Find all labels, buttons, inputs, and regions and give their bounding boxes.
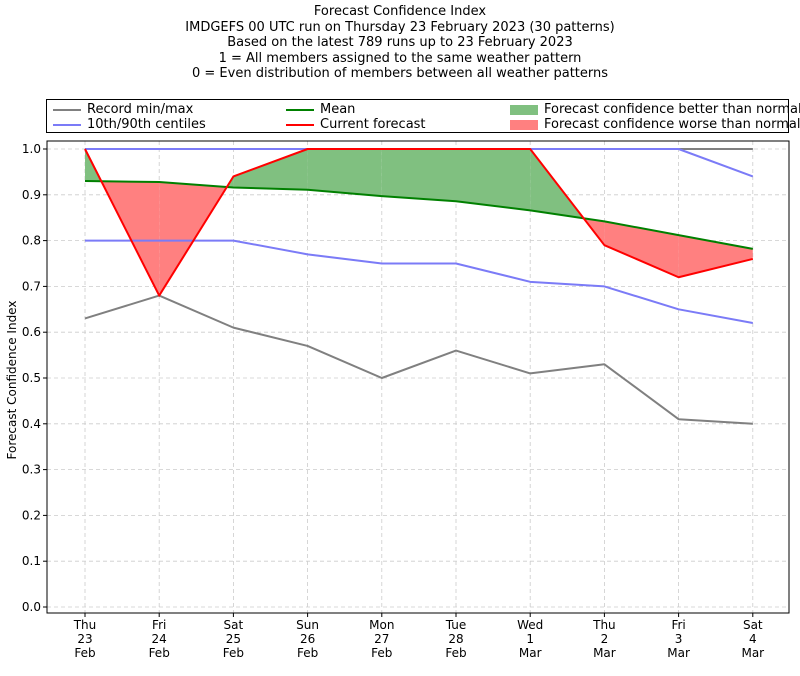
chart-legend: Record min/max 10th/90th centiles Mean C… (46, 99, 800, 133)
x-tick-label: Thu (73, 618, 97, 632)
x-tick-label: Mon (369, 618, 394, 632)
y-tick-label: 0.8 (22, 234, 41, 248)
x-tick-label: 23 (77, 632, 92, 646)
x-tick-label: Wed (517, 618, 543, 632)
x-tick-label: Mar (741, 646, 764, 660)
legend-label-mean: Mean (320, 102, 356, 117)
x-tick-label: Feb (223, 646, 244, 660)
legend-swatch-worse (510, 119, 538, 130)
chart-subtitle-basis: Based on the latest 789 runs up to 23 Fe… (227, 35, 573, 50)
y-tick-label: 0.1 (22, 554, 41, 568)
y-tick-label: 0.2 (22, 508, 41, 522)
legend-item-record: Record min/max (53, 102, 193, 117)
series-line-centile-10 (85, 239, 753, 325)
x-tick-label: 24 (152, 632, 167, 646)
y-tick-label: 0.7 (22, 279, 41, 293)
y-tick-label: 0.4 (22, 417, 41, 431)
plot-frame (46, 140, 790, 614)
x-tick-label: 26 (300, 632, 315, 646)
x-tick-label: Feb (445, 646, 466, 660)
legend-item-current: Current forecast (286, 117, 426, 132)
y-tick-label: 0.9 (22, 188, 41, 202)
legend-label-worse: Forecast confidence worse than normal (544, 117, 800, 132)
x-tick-label: Fri (152, 618, 166, 632)
series-line-mean (84, 180, 753, 250)
x-tick-label: Mar (667, 646, 690, 660)
x-tick-label: Feb (74, 646, 95, 660)
legend-item-mean: Mean (286, 102, 355, 117)
chart-title: Forecast Confidence Index (313, 4, 487, 19)
x-tick-label: Thu (592, 618, 616, 632)
x-tick-label: Tue (445, 618, 467, 632)
legend-swatch-better (510, 104, 538, 115)
y-tick-label: 0.0 (22, 600, 41, 614)
x-tick-label: Sun (296, 618, 319, 632)
legend-label-better: Forecast confidence better than normal (544, 102, 800, 117)
x-tick-label: 4 (749, 632, 757, 646)
worse-than-normal-fill (604, 221, 679, 278)
x-tick-label: Mar (519, 646, 542, 660)
x-tick-label: Fri (671, 618, 685, 632)
y-tick-label: 0.6 (22, 325, 41, 339)
x-tick-label: Mar (593, 646, 616, 660)
y-axis-label: Forecast Confidence Index (5, 301, 19, 460)
legend-swatch-centiles (53, 123, 81, 126)
better-than-normal-fill (233, 149, 308, 190)
chart-subtitle-scale-min: 0 = Even distribution of members between… (191, 66, 609, 81)
line-layer (84, 148, 754, 425)
legend-label-centiles: 10th/90th centiles (87, 117, 206, 132)
series-line-record-min (84, 294, 753, 425)
x-tick-label: Feb (371, 646, 392, 660)
legend-item-better: Forecast confidence better than normal (510, 102, 800, 117)
x-tick-label: 27 (374, 632, 389, 646)
x-tick-label: 1 (526, 632, 534, 646)
series-line-current (84, 148, 754, 297)
x-tick-label: 3 (675, 632, 683, 646)
x-tick-label: 2 (601, 632, 609, 646)
fill-layer (85, 149, 753, 296)
axis-layer: 0.00.10.20.30.40.50.60.70.80.91.0Thu23Fe… (22, 142, 764, 660)
legend-item-worse: Forecast confidence worse than normal (510, 117, 800, 132)
better-than-normal-fill (456, 149, 531, 211)
better-than-normal-fill (381, 149, 456, 202)
better-than-normal-fill (307, 149, 382, 197)
legend-swatch-current (286, 123, 314, 126)
x-tick-label: Sat (224, 618, 244, 632)
y-tick-label: 0.5 (22, 371, 41, 385)
legend-label-record: Record min/max (87, 102, 194, 117)
legend-item-centiles: 10th/90th centiles (53, 117, 206, 132)
chart-subtitle-run: IMDGEFS 00 UTC run on Thursday 23 Februa… (185, 19, 615, 35)
legend-swatch-record (53, 108, 81, 111)
chart-title-block: Forecast Confidence Index IMDGEFS 00 UTC… (0, 4, 800, 82)
x-tick-label: Feb (297, 646, 318, 660)
x-tick-label: 25 (226, 632, 241, 646)
x-tick-label: 28 (448, 632, 463, 646)
y-tick-label: 1.0 (22, 142, 41, 156)
legend-label-current: Current forecast (320, 117, 426, 132)
x-tick-label: Feb (149, 646, 170, 660)
legend-swatch-mean (286, 108, 314, 111)
y-tick-label: 0.3 (22, 463, 41, 477)
chart-subtitle-scale-max: 1 = All members assigned to the same wea… (218, 50, 582, 66)
x-tick-label: Sat (743, 618, 763, 632)
